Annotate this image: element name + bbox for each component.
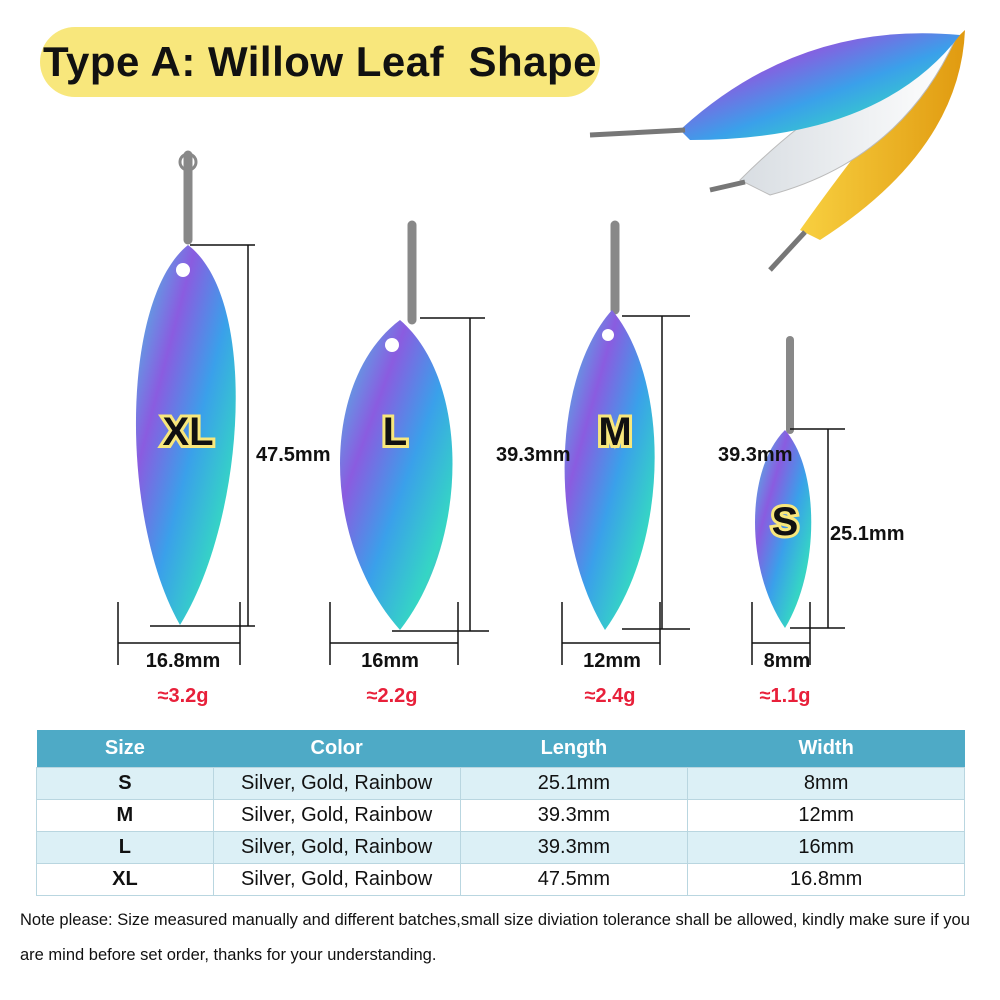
cell-length: 39.3mm — [459, 831, 689, 864]
cell-width: 16mm — [687, 831, 965, 864]
weight-label: ≈2.4g — [585, 685, 636, 707]
cell-length: 39.3mm — [459, 799, 689, 832]
cell-color: Silver, Gold, Rainbow — [212, 767, 461, 800]
dimension-lines — [117, 244, 845, 665]
table-row: M Silver, Gold, Rainbow 39.3mm 12mm — [36, 799, 965, 832]
table-row: XL Silver, Gold, Rainbow 47.5mm 16.8mm — [36, 863, 965, 896]
cell-length: 25.1mm — [459, 767, 689, 800]
weight-label: ≈3.2g — [158, 685, 209, 707]
cell-size: L — [36, 831, 214, 864]
width-label: 16mm — [361, 650, 419, 672]
cell-width: 16.8mm — [687, 863, 965, 896]
length-label-extra: 39.3mm — [718, 444, 793, 466]
cell-size: XL — [36, 863, 214, 896]
blade-m: M — [564, 220, 655, 630]
cell-color: Silver, Gold, Rainbow — [212, 799, 461, 832]
cell-size: M — [36, 799, 214, 832]
width-label: 16.8mm — [146, 650, 221, 672]
page-title: Type A: Willow Leaf Shape — [40, 27, 600, 97]
blade-s: S — [755, 336, 812, 628]
length-label: 47.5mm — [256, 444, 331, 466]
table-row: S Silver, Gold, Rainbow 25.1mm 8mm — [36, 767, 965, 800]
column-header: Size — [36, 730, 214, 768]
rainbow-blade — [680, 33, 960, 140]
table-header-row: Size Color Length Width — [36, 730, 965, 768]
cell-width: 8mm — [687, 767, 965, 800]
weight-label: ≈1.1g — [760, 685, 811, 707]
length-label: 25.1mm — [830, 523, 905, 545]
size-label: M — [598, 410, 631, 454]
size-label: L — [383, 410, 407, 454]
table-row: L Silver, Gold, Rainbow 39.3mm 16mm — [36, 831, 965, 864]
blade-color-variants-photo — [589, 30, 965, 272]
swivel-icon — [589, 127, 807, 272]
column-header: Length — [460, 730, 688, 768]
length-label: 39.3mm — [496, 444, 571, 466]
cell-width: 12mm — [687, 799, 965, 832]
width-label: 8mm — [764, 650, 811, 672]
blade-l: L — [340, 220, 453, 630]
product-illustration: XL L M S 47.5mm 16.8mm ≈3.2g 39.3mm 16mm… — [117, 30, 965, 707]
weight-label: ≈2.2g — [367, 685, 418, 707]
size-table: Size Color Length Width S Silver, Gold, … — [36, 730, 965, 896]
cell-color: Silver, Gold, Rainbow — [212, 831, 461, 864]
note-text: Note please: Size measured manually and … — [20, 911, 970, 964]
width-label: 12mm — [583, 650, 641, 672]
size-label: S — [772, 500, 799, 544]
cell-length: 47.5mm — [459, 863, 689, 896]
cell-color: Silver, Gold, Rainbow — [212, 863, 461, 896]
column-header: Color — [213, 730, 461, 768]
size-label: XL — [162, 410, 213, 454]
cell-size: S — [36, 767, 214, 800]
blade-xl: XL — [135, 150, 236, 625]
column-header: Width — [687, 730, 965, 768]
